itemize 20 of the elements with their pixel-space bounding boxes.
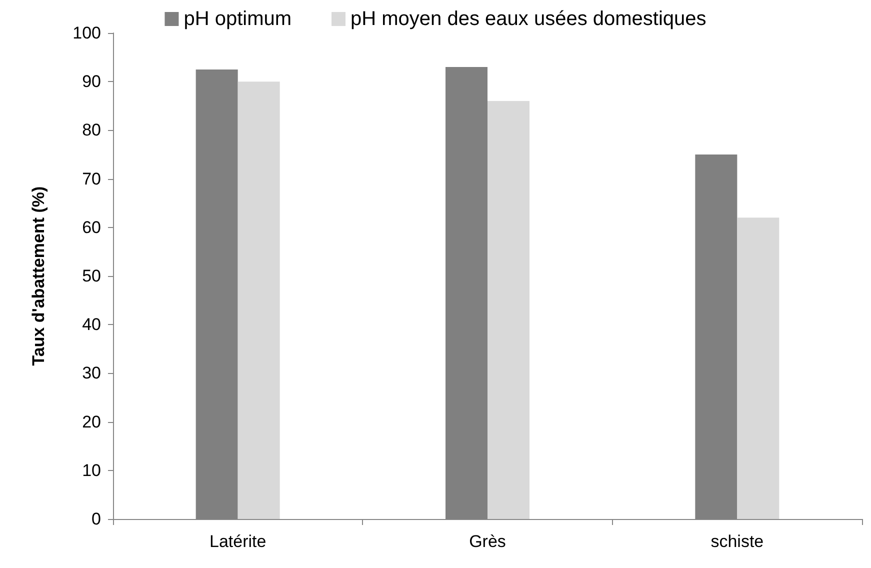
y-tick-label: 30 [82, 364, 101, 383]
bar [488, 101, 530, 519]
x-tick-label: Latérite [209, 532, 266, 551]
x-tick-label: Grès [469, 532, 506, 551]
y-tick-label: 70 [82, 169, 101, 188]
legend-label: pH moyen des eaux usées domestiques [350, 8, 706, 30]
y-tick-label: 100 [72, 24, 101, 42]
y-tick-label: 0 [92, 510, 101, 528]
y-tick-label: 40 [82, 315, 101, 334]
legend-label: pH optimum [184, 8, 292, 30]
y-tick-label: 60 [82, 218, 101, 237]
y-tick-label: 80 [82, 120, 101, 140]
y-tick-label: 20 [82, 412, 101, 432]
y-tick-label: 50 [82, 266, 101, 286]
y-axis-title: Taux d'abattement (%) [29, 186, 48, 366]
x-tick-label: schiste [710, 532, 764, 551]
bar [238, 82, 280, 519]
y-tick-label: 10 [82, 460, 101, 480]
bar [737, 218, 780, 519]
y-tick-label: 90 [82, 72, 101, 92]
